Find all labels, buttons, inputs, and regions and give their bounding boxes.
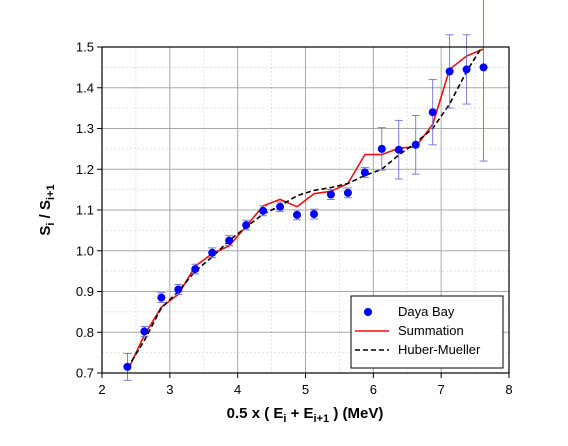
y-tick-label: 1.5 xyxy=(76,40,94,55)
y-tick-label: 0.8 xyxy=(76,325,94,340)
y-axis-label-s1: S xyxy=(37,226,54,236)
y-tick-label: 0.7 xyxy=(76,366,94,381)
data-point xyxy=(360,168,369,177)
data-point xyxy=(191,265,200,274)
data-point xyxy=(208,248,217,257)
data-point xyxy=(140,327,149,336)
x-tick-label: 7 xyxy=(438,382,445,397)
y-axis-label-sub1: i xyxy=(45,223,57,226)
x-tick-label: 5 xyxy=(302,382,309,397)
legend-box xyxy=(350,295,504,369)
data-point xyxy=(174,285,183,294)
data-point xyxy=(259,206,268,215)
data-point xyxy=(309,210,318,219)
ticks: 2 3 4 5 6 7 8 0.7 0.8 0.9 1.0 1.1 1.2 1.3 1.4 1.5 xyxy=(76,40,513,398)
data-point xyxy=(242,221,251,230)
data-point xyxy=(411,140,420,149)
y-axis-label-mid: / S xyxy=(37,200,54,223)
legend-label-huber-mueller: Huber-Mueller xyxy=(398,342,481,357)
grid xyxy=(101,46,510,374)
data-point xyxy=(445,67,454,76)
data-point xyxy=(276,202,285,211)
data-point xyxy=(157,293,166,302)
series xyxy=(126,47,484,372)
x-axis-label: 0.5 x ( Ei + Ei+1 ) (MeV) xyxy=(227,405,384,425)
y-tick-label: 1.0 xyxy=(76,243,94,258)
data-point xyxy=(462,65,471,74)
x-axis-label-middle: + E xyxy=(286,405,313,422)
y-tick-label: 0.9 xyxy=(76,284,94,299)
x-axis-label-sub2: i+1 xyxy=(314,413,330,425)
x-tick-label: 2 xyxy=(98,382,105,397)
data-point xyxy=(326,190,335,199)
series-line-huber-mueller xyxy=(126,47,483,369)
x-axis-label-prefix: 0.5 x ( E xyxy=(227,405,284,422)
x-axis-label-sub1: i xyxy=(283,413,286,425)
legend-label-summation: Summation xyxy=(398,323,464,338)
y-tick-label: 1.4 xyxy=(76,80,94,95)
data-point xyxy=(479,63,488,72)
data-point xyxy=(377,144,386,153)
y-tick-label: 1.2 xyxy=(76,162,94,177)
legend-marker-daya-bay xyxy=(364,308,372,316)
data-point xyxy=(123,362,132,371)
x-tick-label: 4 xyxy=(234,382,241,397)
x-tick-label: 8 xyxy=(505,382,512,397)
y-axis-label-sub2: i+1 xyxy=(45,184,57,200)
y-tick-label: 1.1 xyxy=(76,203,94,218)
y-tick-label: 1.3 xyxy=(76,121,94,136)
x-axis-label-suffix: ) (MeV) xyxy=(329,405,383,422)
data-point xyxy=(394,145,403,154)
legend: Daya Bay Summation Huber-Mueller xyxy=(350,295,504,369)
data-point xyxy=(343,188,352,197)
x-tick-label: 6 xyxy=(370,382,377,397)
data-point xyxy=(293,210,302,219)
data-point xyxy=(428,108,437,117)
y-axis-label: Si / Si+1 xyxy=(37,184,57,235)
data-point xyxy=(225,236,234,245)
x-tick-label: 3 xyxy=(166,382,173,397)
data-points xyxy=(123,0,488,381)
legend-label-daya-bay: Daya Bay xyxy=(398,304,455,319)
